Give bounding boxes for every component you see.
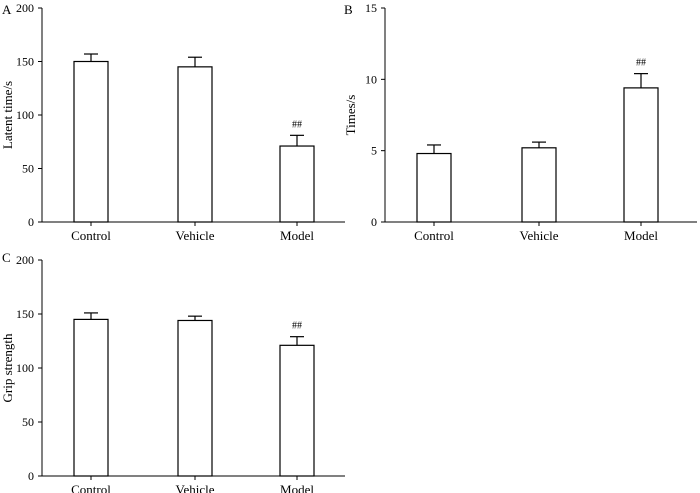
bar-b bbox=[416, 152, 452, 223]
x-tick-label-a: Model bbox=[280, 228, 314, 243]
bar-a bbox=[177, 66, 213, 223]
plot-area-c: 0 50 100 150 200 Control Vehicle Model ## bbox=[16, 253, 345, 493]
x-tick-label-c: Vehicle bbox=[176, 482, 215, 493]
y-tick-label-c: 150 bbox=[16, 307, 34, 321]
x-tick-label-b: Vehicle bbox=[520, 228, 559, 243]
x-tick-label-a: Vehicle bbox=[176, 228, 215, 243]
y-tick-label-b: 15 bbox=[365, 1, 377, 15]
bar-c bbox=[73, 318, 109, 477]
bar-b bbox=[623, 87, 659, 223]
y-tick-label-c: 0 bbox=[28, 469, 34, 483]
plot-area-a: 0 50 100 150 200 Control Vehicle Model ## bbox=[16, 1, 345, 243]
y-tick-label-b: 10 bbox=[365, 72, 377, 86]
panel-b: B Times/s 0 5 10 15 Control Vehicle Model ## bbox=[343, 1, 697, 243]
x-tick-label-b: Control bbox=[414, 228, 454, 243]
y-tick-label-b: 0 bbox=[371, 215, 377, 229]
plot-area-b: 0 5 10 15 Control Vehicle Model ## bbox=[365, 1, 697, 243]
panel-c: C Grip strength 0 50 100 150 200 Control Vehic… bbox=[0, 250, 345, 493]
y-axis-label-c: Grip strength bbox=[0, 333, 15, 402]
x-tick-label-a: Control bbox=[71, 228, 111, 243]
bar-c bbox=[279, 344, 315, 477]
panel-label-a: A bbox=[2, 2, 12, 17]
bar-a bbox=[279, 145, 315, 223]
panel-label-b: B bbox=[344, 2, 353, 17]
panel-a: A Latent time/s 0 50 100 150 200 Control Vehic… bbox=[0, 1, 345, 243]
significance-mark-c: ## bbox=[292, 321, 302, 332]
x-tick-label-b: Model bbox=[624, 228, 658, 243]
y-axis-label-a: Latent time/s bbox=[0, 81, 15, 149]
bar-b bbox=[521, 147, 557, 223]
y-tick-label-b: 5 bbox=[371, 144, 377, 158]
y-tick-label-a: 50 bbox=[22, 162, 34, 176]
y-tick-label-c: 100 bbox=[16, 361, 34, 375]
x-tick-label-c: Model bbox=[280, 482, 314, 493]
y-tick-label-a: 150 bbox=[16, 55, 34, 69]
y-tick-label-c: 200 bbox=[16, 253, 34, 267]
y-axis-label-b: Times/s bbox=[343, 95, 358, 136]
y-tick-label-a: 0 bbox=[28, 215, 34, 229]
panel-label-c: C bbox=[2, 250, 11, 265]
y-tick-label-a: 200 bbox=[16, 1, 34, 15]
bar-c bbox=[177, 319, 213, 477]
x-tick-label-c: Control bbox=[71, 482, 111, 493]
bar-a bbox=[73, 60, 109, 223]
y-tick-label-c: 50 bbox=[22, 415, 34, 429]
significance-mark-b: ## bbox=[636, 58, 646, 69]
y-tick-label-a: 100 bbox=[16, 108, 34, 122]
significance-mark-a: ## bbox=[292, 119, 302, 130]
